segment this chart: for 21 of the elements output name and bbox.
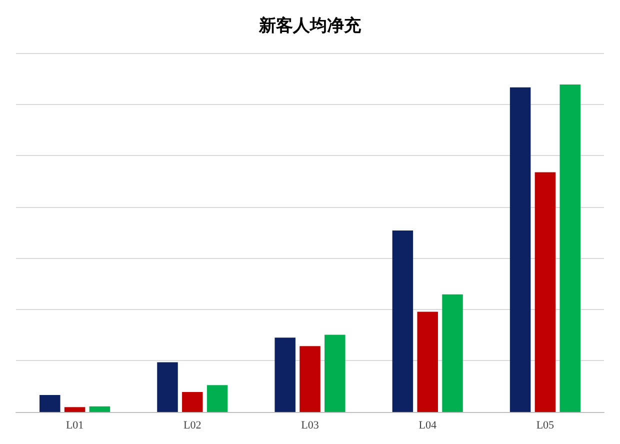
bar (417, 312, 438, 412)
bar (206, 385, 228, 412)
bar (40, 394, 60, 412)
chart-title: 新客人均净充 (258, 16, 362, 35)
bar (182, 392, 203, 412)
x-tick-label: L01 (66, 420, 84, 432)
bar (560, 84, 580, 412)
x-tick-label: L04 (418, 420, 437, 432)
bar (392, 230, 414, 412)
bar (324, 334, 346, 412)
bar (300, 346, 320, 412)
bar (157, 362, 178, 412)
bar (274, 338, 296, 412)
x-tick-label: L02 (184, 420, 202, 432)
bar (510, 87, 531, 412)
bar (534, 172, 556, 412)
x-tick-label: L05 (536, 420, 555, 432)
bar (64, 407, 86, 412)
bar (89, 406, 110, 412)
bar (442, 294, 463, 412)
x-tick-label: L03 (301, 420, 320, 432)
